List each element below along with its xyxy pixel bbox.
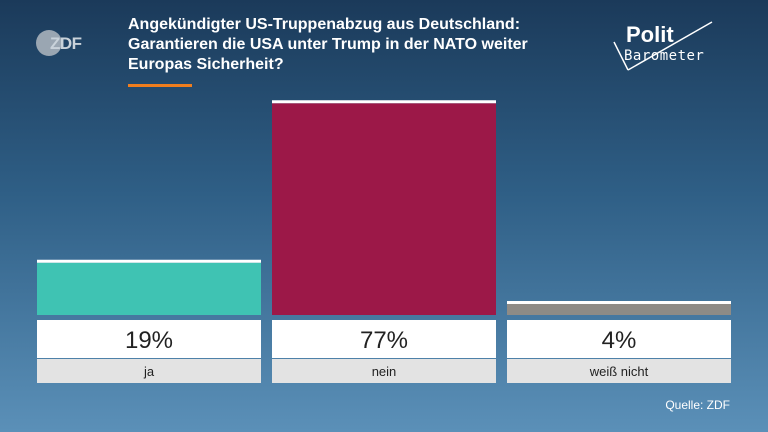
category-box-2 [272, 359, 496, 383]
value-label-2: 77% [360, 327, 408, 354]
zdf-logo: ZDF [36, 30, 92, 58]
politbarometer-logo: Polit Barometer [608, 20, 718, 80]
category-box-1 [37, 359, 261, 383]
value-label-3: 4% [602, 327, 637, 354]
bar-3 [507, 304, 731, 315]
zdf-logo-text: ZDF [50, 34, 82, 53]
value-box-1 [37, 320, 261, 358]
category-label-2: nein [372, 364, 397, 379]
accent-underline [128, 84, 192, 87]
bar-top-line-3 [507, 301, 731, 304]
politbarometer-check-icon [613, 21, 713, 71]
value-box-3 [507, 320, 731, 358]
bar-1 [37, 262, 261, 315]
value-box-2 [272, 320, 496, 358]
category-box-3 [507, 359, 731, 383]
category-label-3: weiß nicht [589, 364, 649, 379]
bar-2 [272, 103, 496, 315]
value-label-1: 19% [125, 327, 173, 354]
chart-title: Angekündigter US-Truppenabzug aus Deutsc… [128, 16, 528, 73]
source-note: Quelle: ZDF [665, 398, 730, 412]
bar-top-line-1 [37, 259, 261, 263]
zdf-logo-ring-icon [36, 30, 62, 56]
category-label-1: ja [143, 364, 155, 379]
politbarometer-logo-line2: Barometer [624, 48, 705, 64]
politbarometer-logo-line1: Polit [626, 22, 674, 47]
bar-top-line-2 [272, 100, 496, 104]
